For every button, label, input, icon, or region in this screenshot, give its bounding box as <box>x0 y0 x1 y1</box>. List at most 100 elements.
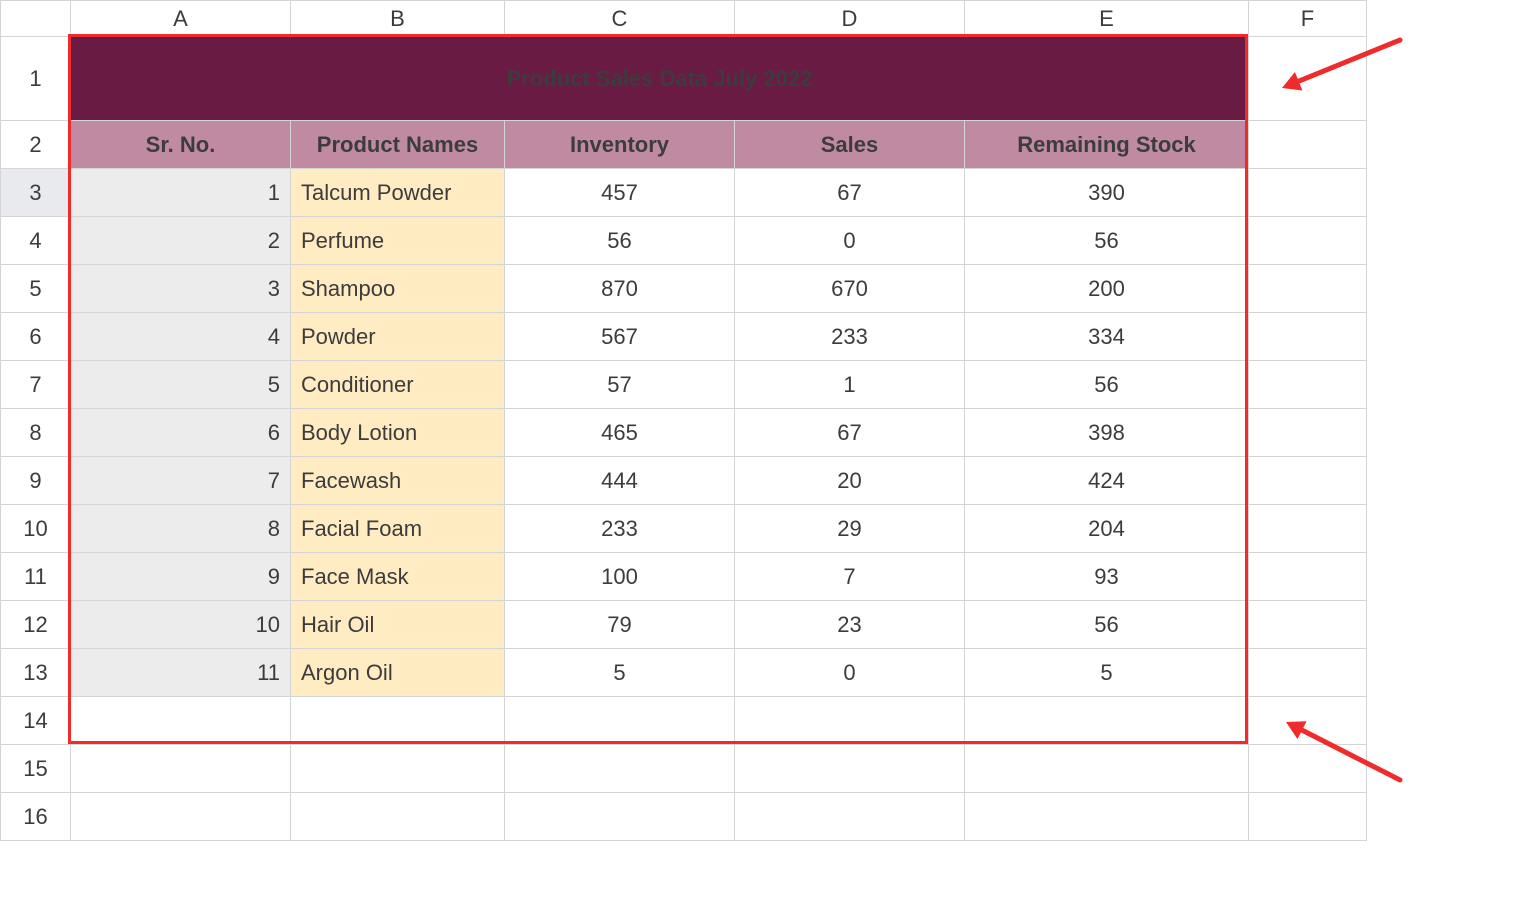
empty-cell[interactable] <box>735 697 965 745</box>
cell-product[interactable]: Facial Foam <box>291 505 505 553</box>
empty-cell[interactable] <box>1249 553 1367 601</box>
cell-inventory[interactable]: 57 <box>505 361 735 409</box>
cell-inventory[interactable]: 233 <box>505 505 735 553</box>
cell-sr[interactable]: 5 <box>71 361 291 409</box>
row-header-8[interactable]: 8 <box>1 409 71 457</box>
cell-product[interactable]: Body Lotion <box>291 409 505 457</box>
empty-cell[interactable] <box>1249 505 1367 553</box>
row-header-6[interactable]: 6 <box>1 313 71 361</box>
cell-sr[interactable]: 10 <box>71 601 291 649</box>
row-header-16[interactable]: 16 <box>1 793 71 841</box>
row-header-7[interactable]: 7 <box>1 361 71 409</box>
empty-cell[interactable] <box>71 793 291 841</box>
row-header-12[interactable]: 12 <box>1 601 71 649</box>
cell-sales[interactable]: 233 <box>735 313 965 361</box>
cell-remaining[interactable]: 56 <box>965 217 1249 265</box>
empty-cell[interactable] <box>291 793 505 841</box>
empty-cell[interactable] <box>1249 361 1367 409</box>
empty-cell[interactable] <box>291 745 505 793</box>
empty-cell[interactable] <box>965 697 1249 745</box>
empty-cell[interactable] <box>505 793 735 841</box>
empty-cell[interactable] <box>1249 313 1367 361</box>
row-header-2[interactable]: 2 <box>1 121 71 169</box>
row-header-11[interactable]: 11 <box>1 553 71 601</box>
table-col-header-0[interactable]: Sr. No. <box>71 121 291 169</box>
cell-product[interactable]: Shampoo <box>291 265 505 313</box>
cell-remaining[interactable]: 93 <box>965 553 1249 601</box>
cell-product[interactable]: Powder <box>291 313 505 361</box>
row-header-13[interactable]: 13 <box>1 649 71 697</box>
empty-cell[interactable] <box>505 745 735 793</box>
table-col-header-1[interactable]: Product Names <box>291 121 505 169</box>
cell-sales[interactable]: 67 <box>735 409 965 457</box>
row-header-15[interactable]: 15 <box>1 745 71 793</box>
cell-inventory[interactable]: 870 <box>505 265 735 313</box>
cell-sr[interactable]: 7 <box>71 457 291 505</box>
cell-sr[interactable]: 4 <box>71 313 291 361</box>
cell-sales[interactable]: 20 <box>735 457 965 505</box>
cell-sr[interactable]: 11 <box>71 649 291 697</box>
empty-cell[interactable] <box>1249 601 1367 649</box>
cell-product[interactable]: Argon Oil <box>291 649 505 697</box>
col-header-B[interactable]: B <box>291 1 505 37</box>
cell-inventory[interactable]: 79 <box>505 601 735 649</box>
empty-cell[interactable] <box>1249 169 1367 217</box>
col-header-F[interactable]: F <box>1249 1 1367 37</box>
cell-inventory[interactable]: 5 <box>505 649 735 697</box>
cell-sales[interactable]: 1 <box>735 361 965 409</box>
cell-sales[interactable]: 67 <box>735 169 965 217</box>
table-col-header-3[interactable]: Sales <box>735 121 965 169</box>
table-col-header-4[interactable]: Remaining Stock <box>965 121 1249 169</box>
empty-cell[interactable] <box>71 697 291 745</box>
cell-remaining[interactable]: 334 <box>965 313 1249 361</box>
empty-cell[interactable] <box>1249 457 1367 505</box>
col-header-A[interactable]: A <box>71 1 291 37</box>
cell-remaining[interactable]: 390 <box>965 169 1249 217</box>
cell-remaining[interactable]: 200 <box>965 265 1249 313</box>
cell-sr[interactable]: 2 <box>71 217 291 265</box>
empty-cell[interactable] <box>71 745 291 793</box>
empty-cell[interactable] <box>735 793 965 841</box>
cell-remaining[interactable]: 56 <box>965 601 1249 649</box>
row-header-4[interactable]: 4 <box>1 217 71 265</box>
cell-inventory[interactable]: 56 <box>505 217 735 265</box>
cell-sr[interactable]: 8 <box>71 505 291 553</box>
col-header-E[interactable]: E <box>965 1 1249 37</box>
empty-cell[interactable] <box>965 745 1249 793</box>
table-col-header-2[interactable]: Inventory <box>505 121 735 169</box>
empty-cell[interactable] <box>1249 409 1367 457</box>
spreadsheet-grid[interactable]: ABCDEF1Product Sales Data July 20222Sr. … <box>0 0 1367 841</box>
cell-remaining[interactable]: 398 <box>965 409 1249 457</box>
cell-sr[interactable]: 1 <box>71 169 291 217</box>
empty-cell[interactable] <box>965 793 1249 841</box>
cell-remaining[interactable]: 204 <box>965 505 1249 553</box>
empty-cell[interactable] <box>1249 793 1367 841</box>
cell-product[interactable]: Conditioner <box>291 361 505 409</box>
col-header-C[interactable]: C <box>505 1 735 37</box>
cell-sales[interactable]: 29 <box>735 505 965 553</box>
empty-cell[interactable] <box>1249 121 1367 169</box>
table-title[interactable]: Product Sales Data July 2022 <box>71 37 1249 121</box>
empty-cell[interactable] <box>1249 265 1367 313</box>
empty-cell[interactable] <box>1249 217 1367 265</box>
empty-cell[interactable] <box>291 697 505 745</box>
cell-product[interactable]: Perfume <box>291 217 505 265</box>
cell-inventory[interactable]: 465 <box>505 409 735 457</box>
cell-remaining[interactable]: 5 <box>965 649 1249 697</box>
cell-product[interactable]: Talcum Powder <box>291 169 505 217</box>
empty-cell[interactable] <box>1249 649 1367 697</box>
cell-sr[interactable]: 6 <box>71 409 291 457</box>
cell-product[interactable]: Facewash <box>291 457 505 505</box>
cell-sales[interactable]: 23 <box>735 601 965 649</box>
cell-inventory[interactable]: 457 <box>505 169 735 217</box>
row-header-3[interactable]: 3 <box>1 169 71 217</box>
cell-product[interactable]: Hair Oil <box>291 601 505 649</box>
empty-cell[interactable] <box>1249 745 1367 793</box>
cell-sales[interactable]: 0 <box>735 217 965 265</box>
row-header-14[interactable]: 14 <box>1 697 71 745</box>
cell-sr[interactable]: 3 <box>71 265 291 313</box>
cell-sales[interactable]: 0 <box>735 649 965 697</box>
empty-cell[interactable] <box>1249 37 1367 121</box>
cell-remaining[interactable]: 424 <box>965 457 1249 505</box>
cell-inventory[interactable]: 567 <box>505 313 735 361</box>
